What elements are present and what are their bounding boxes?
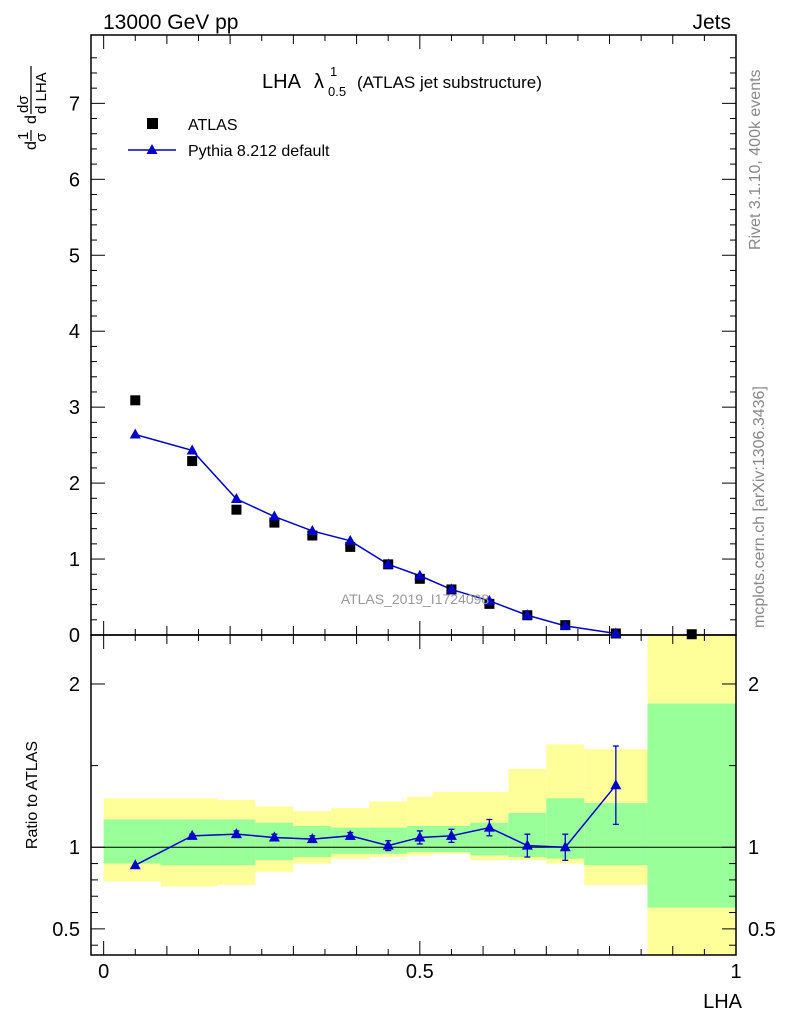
legend-atlas-label: ATLAS <box>188 117 238 134</box>
legend: ATLAS Pythia 8.212 default <box>128 117 330 160</box>
main-y-tick-label-3: 3 <box>69 397 80 419</box>
pythia-point-9 <box>483 594 495 605</box>
x-axis-label: LHA <box>703 991 743 1013</box>
ratio-point-6 <box>382 839 394 850</box>
pythia-point-10 <box>521 609 533 620</box>
main-y-tick-label-7: 7 <box>69 93 80 115</box>
title-subscript: 0.5 <box>328 84 346 99</box>
title-suffix: (ATLAS jet substructure) <box>357 73 542 92</box>
ratio-point-9 <box>483 821 495 832</box>
ylabel-dsigma: dσ <box>15 95 32 113</box>
axes <box>90 34 737 956</box>
ylabel-dlha: d LHA <box>33 72 50 114</box>
pythia-point-3 <box>268 510 280 521</box>
ylabel-sigma: σ <box>33 132 50 142</box>
legend-pythia-marker <box>146 144 158 154</box>
data-marks <box>129 395 697 870</box>
ratio-uncertainty-bands <box>103 635 736 955</box>
ratio-point-0 <box>129 859 141 870</box>
green-band-1 <box>160 819 218 866</box>
main-y-tick-label-5: 5 <box>69 245 80 267</box>
ratio-y-tick-label-left-1: 1 <box>69 837 80 859</box>
atlas-point-5 <box>345 541 356 552</box>
header-energy-label: 13000 GeV pp <box>103 11 238 34</box>
pythia-point-8 <box>445 583 457 594</box>
legend-atlas-marker <box>147 118 158 129</box>
atlas-point-13 <box>686 629 697 640</box>
ticks: 0 0.5 1 0 1 2 3 4 5 6 7 0.5 0.5 1 1 2 2 <box>52 35 776 983</box>
ratio-y-tick-label-right-2: 2 <box>748 674 759 696</box>
ratio-point-7 <box>414 831 426 842</box>
atlas-point-1 <box>187 456 198 467</box>
ylabel-d2: d <box>23 115 40 124</box>
legend-pythia-label: Pythia 8.212 default <box>188 143 330 160</box>
pythia-point-1 <box>186 444 198 455</box>
analysis-watermark: ATLAS_2019_I1724098 <box>341 591 490 607</box>
ratio-y-tick-label-right-1: 1 <box>748 837 759 859</box>
ratio-point-1 <box>186 829 198 840</box>
title-superscript: 1 <box>330 64 337 79</box>
ratio-point-3 <box>268 831 280 842</box>
x-tick-label-0: 0 <box>98 961 109 983</box>
atlas-point-3 <box>269 517 280 528</box>
ylabel-d1: d <box>23 141 40 150</box>
x-tick-label-2: 1 <box>730 961 741 983</box>
pythia-point-11 <box>559 619 571 630</box>
ratio-point-10 <box>521 839 533 850</box>
ylabel-numerator-one: 1 <box>15 132 32 140</box>
ratio-frame <box>90 634 737 956</box>
ratio-y-tick-label-left-0: 0.5 <box>52 919 80 941</box>
ratio-point-2 <box>230 828 242 839</box>
ratio-point-11 <box>559 841 571 852</box>
pythia-point-6 <box>382 558 394 569</box>
pythia-point-4 <box>306 524 318 535</box>
ratio-point-5 <box>344 829 356 840</box>
ratio-y-tick-label-right-0: 0.5 <box>748 919 776 941</box>
x-tick-label-1: 0.5 <box>406 961 434 983</box>
ratio-point-12 <box>610 779 622 790</box>
green-band-3 <box>255 822 294 861</box>
main-y-tick-label-0: 0 <box>69 625 80 647</box>
title-lambda: λ <box>314 71 324 93</box>
main-y-tick-label-6: 6 <box>69 169 80 191</box>
green-band-13 <box>647 703 736 908</box>
main-y-axis-label: d 1 σ d dσ d LHA <box>15 66 50 150</box>
atlas-point-0 <box>130 395 141 406</box>
header-jets-label: Jets <box>692 11 731 34</box>
ratio-point-8 <box>445 829 457 840</box>
pythia-point-12 <box>610 627 622 638</box>
atlas-point-2 <box>231 504 242 515</box>
ratio-y-tick-label-left-2: 2 <box>69 674 80 696</box>
ratio-point-4 <box>306 833 318 844</box>
rivet-version-label: Rivet 3.1.10, 400k events <box>747 69 764 250</box>
atlas-point-4 <box>307 530 318 541</box>
mcplots-source-label: mcplots.cern.ch [arXiv:1306.3436] <box>751 386 768 628</box>
pythia-point-7 <box>414 569 426 580</box>
title-observable: LHA <box>262 71 302 93</box>
main-y-tick-label-2: 2 <box>69 473 80 495</box>
pythia-point-5 <box>344 534 356 545</box>
pythia-point-2 <box>230 493 242 504</box>
plot-title: LHA λ 1 0.5 (ATLAS jet substructure) <box>262 64 542 99</box>
main-y-tick-label-1: 1 <box>69 549 80 571</box>
main-y-tick-label-4: 4 <box>69 321 80 343</box>
green-band-2 <box>217 819 256 866</box>
ratio-y-axis-label: Ratio to ATLAS <box>24 741 41 849</box>
pythia-point-0 <box>129 428 141 439</box>
